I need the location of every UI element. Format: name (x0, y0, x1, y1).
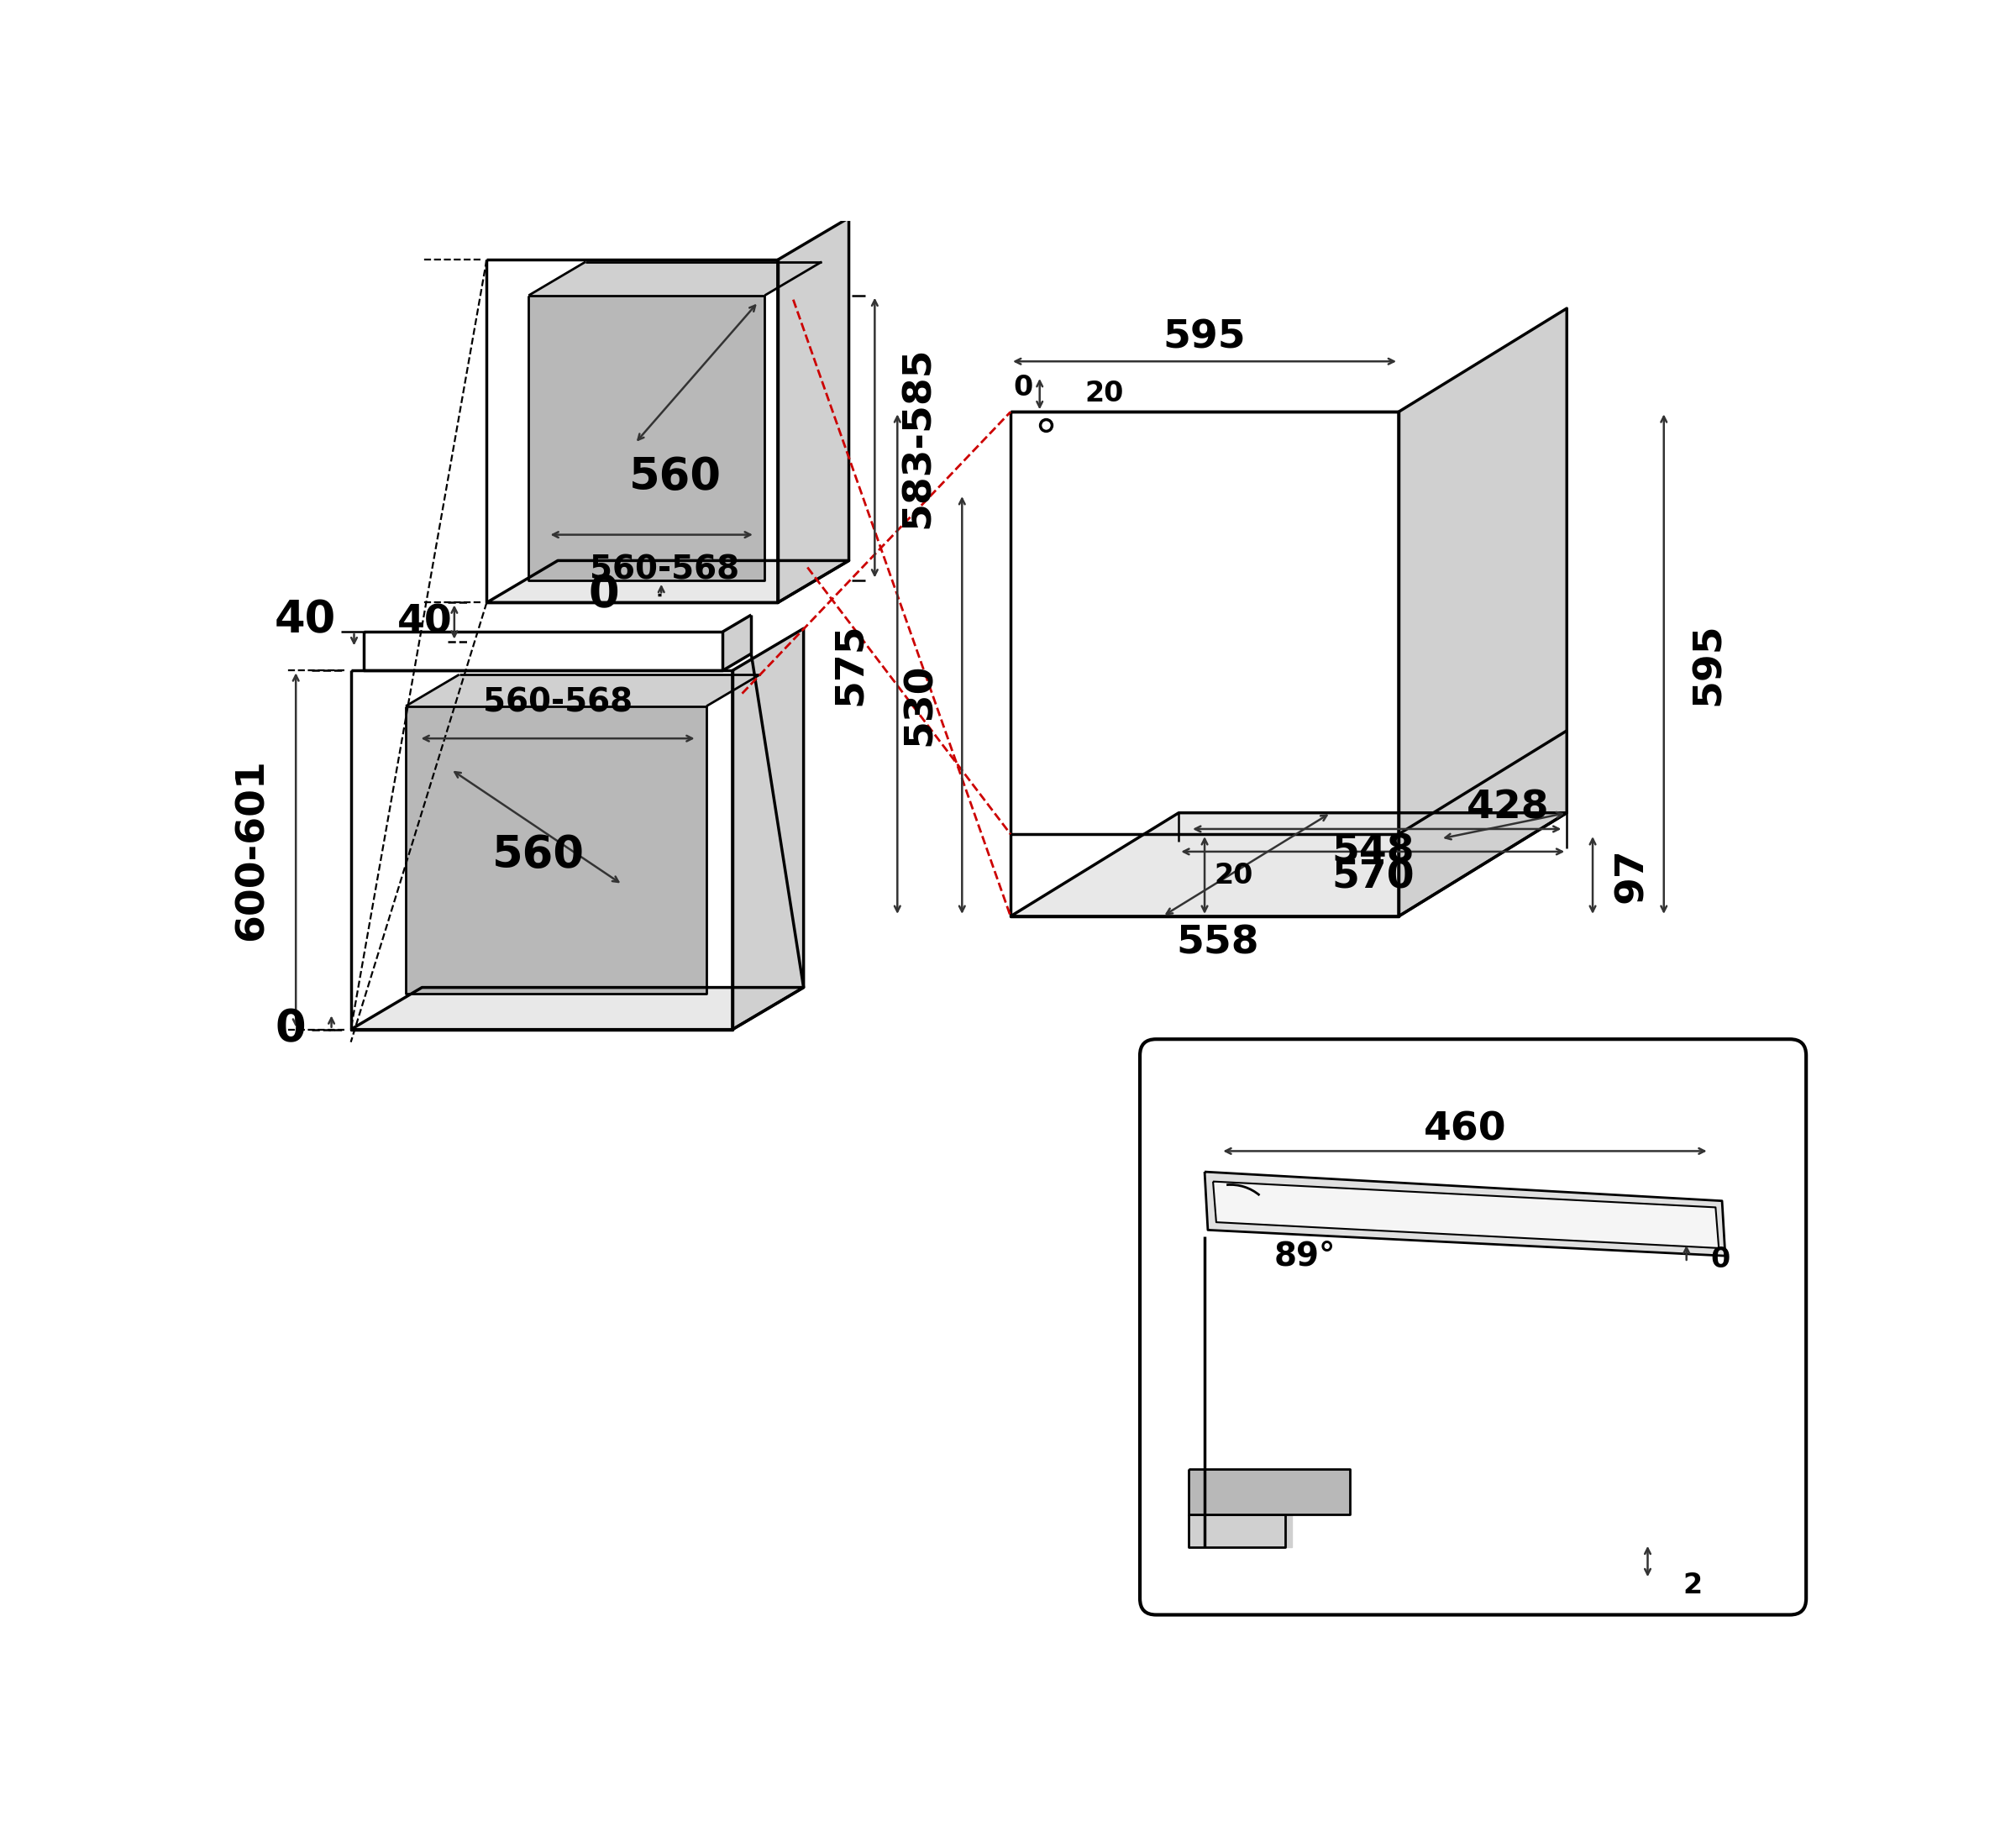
Text: 428: 428 (1466, 788, 1550, 827)
Polygon shape (1010, 812, 1566, 915)
Polygon shape (351, 670, 732, 1030)
Text: 0: 0 (1014, 374, 1034, 402)
Polygon shape (1010, 413, 1399, 915)
Text: 560-568: 560-568 (591, 554, 740, 586)
Polygon shape (732, 628, 804, 1030)
Text: 595: 595 (1163, 319, 1246, 356)
Polygon shape (528, 295, 764, 580)
Polygon shape (1206, 1172, 1726, 1256)
Polygon shape (486, 260, 778, 602)
Text: 20: 20 (1085, 379, 1123, 407)
Text: 40: 40 (397, 602, 454, 641)
Polygon shape (528, 262, 823, 295)
Text: 40: 40 (274, 599, 337, 641)
Polygon shape (405, 705, 706, 995)
FancyBboxPatch shape (1139, 1039, 1806, 1615)
Polygon shape (722, 615, 752, 670)
Text: 0: 0 (589, 573, 619, 617)
Text: 548: 548 (1331, 833, 1413, 871)
Text: 560: 560 (492, 834, 585, 877)
Text: 2: 2 (1683, 1571, 1704, 1599)
Polygon shape (405, 674, 760, 705)
Text: 595: 595 (1689, 623, 1728, 705)
Polygon shape (778, 217, 849, 602)
Polygon shape (351, 987, 804, 1030)
Polygon shape (1187, 1470, 1351, 1514)
Text: 575: 575 (831, 623, 869, 705)
Polygon shape (1187, 1514, 1286, 1547)
Text: 97: 97 (1613, 847, 1651, 903)
Text: 0: 0 (1710, 1245, 1730, 1273)
Text: 558: 558 (1175, 925, 1258, 962)
Text: 583-585: 583-585 (899, 346, 937, 529)
Polygon shape (1214, 1181, 1720, 1249)
Polygon shape (486, 560, 849, 602)
Text: 570: 570 (1331, 858, 1413, 897)
Text: 560: 560 (629, 455, 722, 499)
Polygon shape (1187, 1514, 1292, 1547)
Text: 89°: 89° (1274, 1240, 1337, 1271)
Polygon shape (363, 632, 722, 670)
Text: 0: 0 (274, 1008, 306, 1052)
Text: 460: 460 (1423, 1111, 1506, 1149)
Text: 600-601: 600-601 (234, 759, 270, 941)
Text: 530: 530 (901, 663, 939, 746)
Text: 560-568: 560-568 (484, 687, 633, 718)
Polygon shape (1399, 308, 1566, 915)
Text: 20: 20 (1214, 862, 1254, 890)
